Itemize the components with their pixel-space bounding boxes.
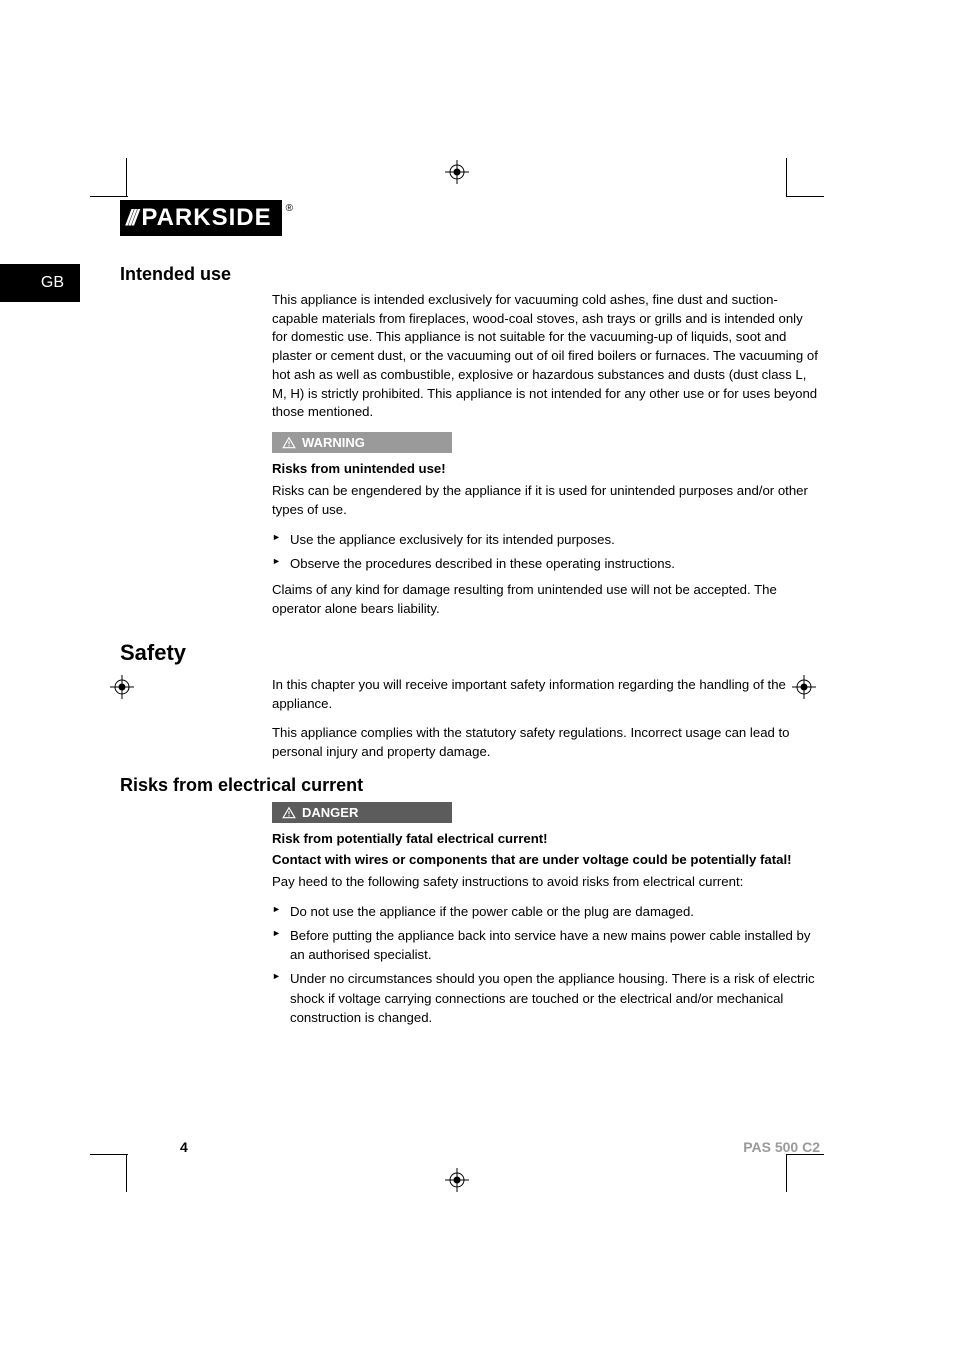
danger-sub: Contact with wires or components that ar… bbox=[272, 852, 820, 867]
page-footer: 4 PAS 500 C2 bbox=[120, 1139, 820, 1155]
intended-use-body: This appliance is intended exclusively f… bbox=[272, 291, 820, 422]
warning-bar: WARNING bbox=[272, 432, 452, 453]
crop-mark bbox=[126, 1154, 127, 1192]
risks-electrical-block: DANGER Risk from potentially fatal elect… bbox=[220, 802, 820, 1027]
heading-safety: Safety bbox=[120, 640, 820, 666]
registration-mark bbox=[445, 160, 469, 184]
language-badge: GB bbox=[0, 264, 80, 302]
crop-mark bbox=[786, 196, 824, 197]
danger-bar: DANGER bbox=[272, 802, 452, 823]
model-number: PAS 500 C2 bbox=[743, 1139, 820, 1155]
warning-title: Risks from unintended use! bbox=[272, 461, 820, 476]
danger-label: DANGER bbox=[302, 805, 358, 820]
brand-logo: /// PARKSIDE bbox=[120, 200, 282, 236]
warning-body: Risks can be engendered by the appliance… bbox=[272, 482, 820, 519]
page-number: 4 bbox=[120, 1139, 188, 1155]
brand-stripes-icon: /// bbox=[126, 205, 135, 231]
danger-triangle-icon bbox=[282, 806, 296, 820]
list-item: Do not use the appliance if the power ca… bbox=[272, 902, 820, 921]
crop-mark bbox=[786, 1154, 787, 1192]
crop-mark bbox=[90, 196, 128, 197]
safety-body1: In this chapter you will receive importa… bbox=[272, 676, 820, 713]
brand-logo-wrap: /// PARKSIDE ® bbox=[120, 200, 293, 264]
registered-mark: ® bbox=[286, 203, 293, 214]
list-item: Use the appliance exclusively for its in… bbox=[272, 530, 820, 549]
list-item: Observe the procedures described in thes… bbox=[272, 554, 820, 573]
content-column: Intended use This appliance is intended … bbox=[120, 264, 820, 1027]
brand-name: PARKSIDE bbox=[141, 204, 271, 232]
warning-label: WARNING bbox=[302, 435, 365, 450]
list-item: Before putting the appliance back into s… bbox=[272, 926, 820, 964]
danger-body: Pay heed to the following safety instruc… bbox=[272, 873, 820, 892]
crop-mark bbox=[786, 158, 787, 196]
danger-title: Risk from potentially fatal electrical c… bbox=[272, 831, 820, 846]
intended-use-block: This appliance is intended exclusively f… bbox=[220, 291, 820, 618]
page-content: /// PARKSIDE ® GB Intended use This appl… bbox=[120, 200, 820, 1035]
warning-bullet-list: Use the appliance exclusively for its in… bbox=[272, 530, 820, 573]
warning-triangle-icon bbox=[282, 436, 296, 450]
heading-intended-use: Intended use bbox=[120, 264, 820, 285]
list-item: Under no circumstances should you open t… bbox=[272, 969, 820, 1026]
safety-block: In this chapter you will receive importa… bbox=[220, 676, 820, 761]
danger-bullet-list: Do not use the appliance if the power ca… bbox=[272, 902, 820, 1027]
crop-mark bbox=[126, 158, 127, 196]
safety-body2: This appliance complies with the statuto… bbox=[272, 724, 820, 761]
heading-risks-electrical: Risks from electrical current bbox=[120, 775, 820, 796]
warning-after: Claims of any kind for damage resulting … bbox=[272, 581, 820, 618]
registration-mark bbox=[445, 1168, 469, 1192]
